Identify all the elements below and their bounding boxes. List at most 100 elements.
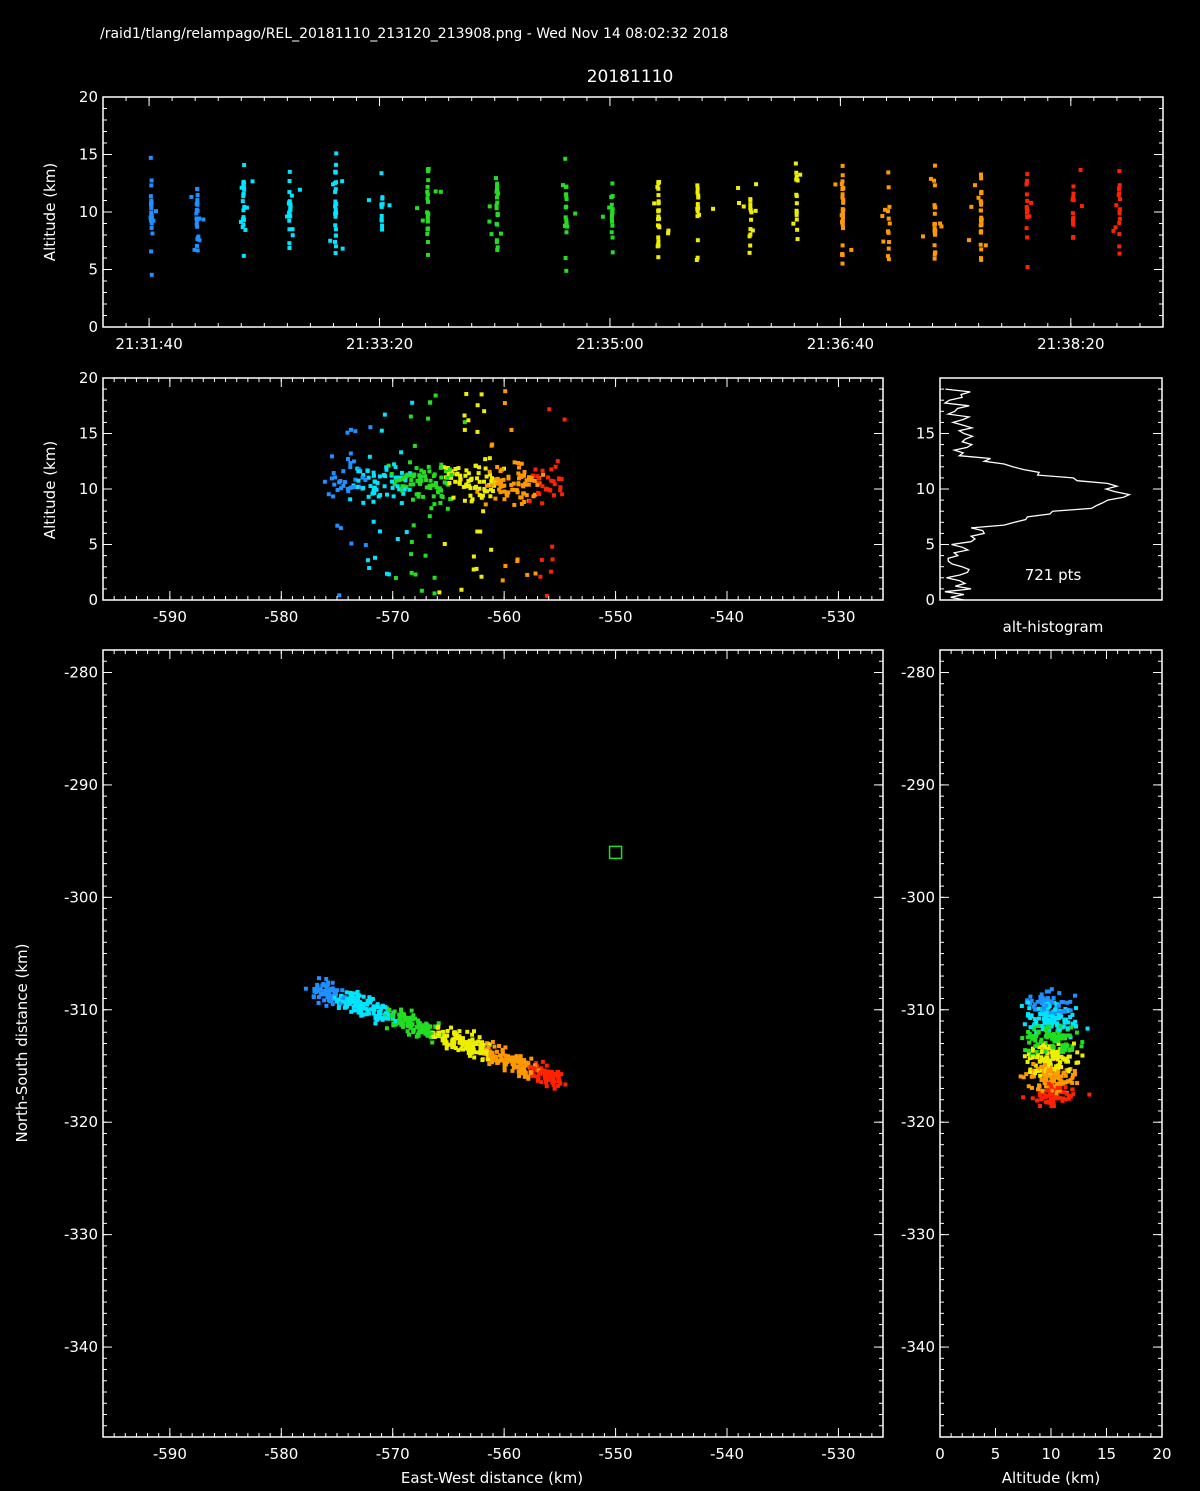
plan-view-point: [423, 1031, 428, 1036]
plan-view-point: [405, 1029, 410, 1034]
ns-altitude-point: [1038, 1040, 1043, 1045]
ew-altitude-point: [502, 489, 507, 494]
alt-histogram-title: alt-histogram: [1003, 618, 1104, 636]
ew-altitude-point: [522, 499, 527, 504]
plan-view-point: [500, 1051, 505, 1056]
plan-view-point: [456, 1048, 461, 1053]
plan-view-point: [316, 995, 321, 1000]
ns-altitude-point: [1049, 1088, 1054, 1093]
time-height-point: [794, 217, 799, 222]
ew-altitude-point: [383, 474, 388, 479]
ns-altitude-point: [1049, 1081, 1054, 1086]
ns-altitude-point: [1064, 1044, 1069, 1049]
x-tick-label: -560: [487, 1445, 521, 1463]
ew-altitude-point: [408, 471, 413, 476]
ns-altitude-point: [1040, 1027, 1045, 1032]
ns-altitude-point: [1028, 1025, 1033, 1030]
plan-view-point: [503, 1045, 508, 1050]
ew-altitude-point: [433, 393, 438, 398]
y-tick-label: -280: [901, 663, 935, 681]
ew-altitude-panel: -590 -580 -570 -560 -550 -540 -530 0 5 10 15 20 Alt…: [41, 369, 884, 626]
ns-altitude-point: [1067, 1048, 1072, 1053]
ew-altitude-point: [502, 401, 507, 406]
time-height-point: [932, 178, 937, 183]
ew-altitude-point: [562, 417, 567, 422]
ns-altitude-point: [1030, 1055, 1035, 1060]
plan-view-point: [524, 1061, 529, 1066]
ns-altitude-point: [1028, 1067, 1033, 1072]
time-height-point: [328, 238, 333, 243]
ew-altitude-point: [428, 478, 433, 483]
ew-altitude-point: [451, 495, 456, 500]
plan-view-point: [478, 1051, 483, 1056]
time-height-point: [695, 206, 700, 211]
plan-view-point: [316, 1000, 321, 1005]
plan-view-point: [454, 1032, 459, 1037]
time-height-point: [748, 232, 753, 237]
time-height-point: [380, 223, 385, 228]
plan-view-point: [543, 1076, 548, 1081]
time-height-point: [1027, 214, 1032, 219]
ew-altitude-point: [483, 502, 488, 507]
ns-altitude-point: [1067, 1033, 1072, 1038]
ew-altitude-point: [519, 495, 524, 500]
ew-altitude-point: [517, 465, 522, 470]
plan-view-point: [428, 1035, 433, 1040]
plan-view-point: [446, 1042, 451, 1047]
ns-altitude-point: [1057, 1027, 1062, 1032]
date-title: 20181110: [587, 67, 674, 87]
ns-altitude-point: [1031, 1062, 1036, 1067]
time-height-point: [610, 250, 615, 255]
ew-altitude-point: [537, 492, 542, 497]
plan-view-point: [475, 1050, 480, 1055]
plan-view-point: [415, 1032, 420, 1037]
ns-altitude-point: [1048, 1020, 1053, 1025]
ns-altitude-point: [1041, 1006, 1046, 1011]
ew-altitude-point: [515, 490, 520, 495]
ew-altitude-point: [549, 478, 554, 483]
ew-altitude-point: [481, 509, 486, 514]
plan-view-point: [490, 1060, 495, 1065]
plan-view-point: [485, 1041, 490, 1046]
ns-altitude-point: [1051, 1104, 1056, 1109]
plan-view-point: [356, 1010, 361, 1015]
time-height-point: [240, 199, 245, 204]
time-height-point: [839, 219, 844, 224]
plan-view-point: [502, 1057, 507, 1062]
plan-view-point: [519, 1061, 524, 1066]
plan-view-point: [408, 1022, 413, 1027]
ew-altitude-point: [459, 587, 464, 592]
plan-view-point: [460, 1039, 465, 1044]
plan-view-point: [344, 990, 349, 995]
plan-view-point: [474, 1042, 479, 1047]
ew-altitude-point: [523, 482, 528, 487]
ns-altitude-point: [1048, 1092, 1053, 1097]
time-height-point: [563, 205, 568, 210]
time-height-point: [379, 204, 384, 209]
plan-view-point: [522, 1066, 527, 1071]
ew-altitude-point: [509, 483, 514, 488]
plan-view-point: [488, 1051, 493, 1056]
plan-view-point: [536, 1075, 541, 1080]
time-height-point: [1113, 225, 1118, 230]
ew-altitude-point: [519, 501, 524, 506]
time-height-point: [798, 172, 803, 177]
plan-view-point: [502, 1066, 507, 1071]
plan-view-point: [315, 988, 320, 993]
ew-altitude-point: [467, 483, 472, 488]
ns-altitude-point: [1029, 1074, 1034, 1079]
ew-altitude-point: [378, 493, 383, 498]
plan-view-point: [377, 1012, 382, 1017]
time-height-point: [695, 209, 700, 214]
plan-view-point: [486, 1057, 491, 1062]
plan-view-point: [479, 1040, 484, 1045]
plan-view-point: [495, 1060, 500, 1065]
ew-altitude-point: [491, 489, 496, 494]
plan-view-point: [371, 1011, 376, 1016]
time-height-point: [287, 190, 292, 195]
ew-altitude-point: [527, 477, 532, 482]
plan-view-point: [323, 991, 328, 996]
ew-altitude-point: [384, 467, 389, 472]
ns-altitude-point: [1068, 1078, 1073, 1083]
